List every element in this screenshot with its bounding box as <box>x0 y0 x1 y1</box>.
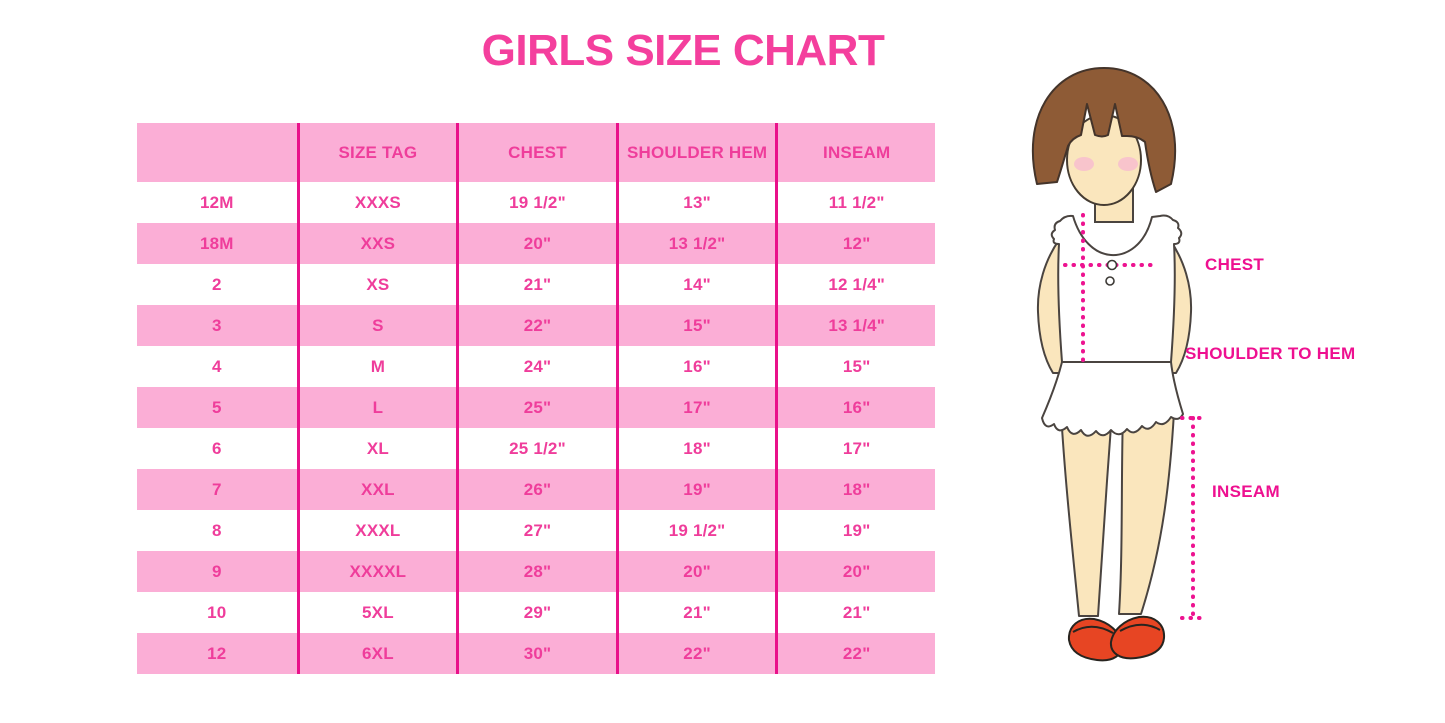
table-cell: 6XL <box>296 633 457 674</box>
girl-skirt <box>1041 361 1184 437</box>
table-cell: 21" <box>615 592 776 633</box>
table-cell: XXXXL <box>296 551 457 592</box>
girl-top-button-2 <box>1105 276 1115 286</box>
table-cell: 22" <box>615 633 776 674</box>
table-cell: 28" <box>456 551 616 592</box>
table-cell: 7 <box>211 479 222 499</box>
table-cell: S <box>296 305 457 346</box>
table-cell: XXXS <box>296 182 457 223</box>
table-cell: XS <box>296 264 457 305</box>
table-cell: 13 1/2" <box>615 223 776 264</box>
table-cell: 15" <box>775 346 935 387</box>
table-cell: 18" <box>615 428 776 469</box>
table-cell: 21" <box>775 592 935 633</box>
table-cell: 18" <box>775 469 935 510</box>
table-cell: 12" <box>775 223 935 264</box>
table-cell: 4 <box>211 356 222 376</box>
table-cell: 18M <box>199 233 234 253</box>
header-cell: SHOULDER HEM <box>615 123 776 182</box>
table-row: 18M XXS 20" 13 1/2" 12" <box>137 223 935 264</box>
size-chart-table: SIZE TAG CHEST SHOULDER HEM INSEAM 12M XXXS 19… <box>137 123 935 674</box>
table-cell: 13 1/4" <box>775 305 935 346</box>
girl-blush-left <box>1074 157 1094 171</box>
table-row: 3 S 22" 15" 13 1/4" <box>137 305 935 346</box>
table-cell: 27" <box>456 510 616 551</box>
table-cell: 26" <box>456 469 616 510</box>
header-cell: INSEAM <box>775 123 935 182</box>
table-row: 8 XXXL 27" 19 1/2" 19" <box>137 510 935 551</box>
table-cell: 19" <box>615 469 776 510</box>
table-header-row: SIZE TAG CHEST SHOULDER HEM INSEAM <box>137 123 935 182</box>
header-cell: SIZE TAG <box>296 123 457 182</box>
table-cell: 12 1/4" <box>775 264 935 305</box>
table-cell: 2 <box>211 274 222 294</box>
table-cell: 13" <box>615 182 776 223</box>
table-cell: 22" <box>775 633 935 674</box>
table-row: 5 L 25" 17" 16" <box>137 387 935 428</box>
table-cell: XXL <box>296 469 457 510</box>
table-cell: 12M <box>199 192 234 212</box>
girl-blush-right <box>1118 157 1138 171</box>
header-cell: CHEST <box>456 123 616 182</box>
table-cell: 17" <box>775 428 935 469</box>
table-cell: 19 1/2" <box>615 510 776 551</box>
table-cell: XXXL <box>296 510 457 551</box>
table-cell: XL <box>296 428 457 469</box>
table-row: 10 5XL 29" 21" 21" <box>137 592 935 633</box>
table-row: 9 XXXXL 28" 20" 20" <box>137 551 935 592</box>
table-cell: 21" <box>456 264 616 305</box>
table-cell: 10 <box>207 602 227 622</box>
table-cell: 5XL <box>296 592 457 633</box>
girl-shoes <box>1067 615 1166 662</box>
page-title: GIRLS SIZE CHART <box>481 26 885 75</box>
table-cell: 16" <box>615 346 776 387</box>
girl-legs <box>1060 411 1175 617</box>
table-cell: XXS <box>296 223 457 264</box>
table-row: 12 6XL 30" 22" 22" <box>137 633 935 674</box>
table-cell: 30" <box>456 633 616 674</box>
shoulder-to-hem-label: SHOULDER TO HEM <box>1185 344 1356 363</box>
table-cell: 15" <box>615 305 776 346</box>
girl-top <box>1050 214 1183 363</box>
table-cell: 19" <box>775 510 935 551</box>
table-row: 6 XL 25 1/2" 18" 17" <box>137 428 935 469</box>
chest-label: CHEST <box>1205 255 1265 274</box>
table-cell: 25 1/2" <box>456 428 616 469</box>
table-cell: 3 <box>211 315 222 335</box>
table-cell: 12 <box>207 643 227 663</box>
inseam-label: INSEAM <box>1212 482 1280 501</box>
table-cell: 17" <box>615 387 776 428</box>
girl-hair <box>1031 67 1177 193</box>
girl-top-button-1 <box>1106 259 1118 271</box>
table-cell: 6 <box>211 438 222 458</box>
table-cell: 24" <box>456 346 616 387</box>
table-cell: 16" <box>775 387 935 428</box>
table-row: 2 XS 21" 14" 12 1/4" <box>137 264 935 305</box>
table-cell: L <box>296 387 457 428</box>
table-cell: M <box>296 346 457 387</box>
table-cell: 20" <box>456 223 616 264</box>
table-cell: 29" <box>456 592 616 633</box>
table-cell: 20" <box>615 551 776 592</box>
header-cell <box>137 123 297 182</box>
table-cell: 19 1/2" <box>456 182 616 223</box>
table-cell: 8 <box>211 520 222 540</box>
table-row: 4 M 24" 16" 15" <box>137 346 935 387</box>
table-row: 12M XXXS 19 1/2" 13" 11 1/2" <box>137 182 935 223</box>
table-cell: 20" <box>775 551 935 592</box>
table-cell: 5 <box>211 397 222 417</box>
girl-illustration <box>1031 67 1205 662</box>
table-cell: 14" <box>615 264 776 305</box>
table-cell: 9 <box>211 561 222 581</box>
table-cell: 25" <box>456 387 616 428</box>
measurement-lines <box>1063 213 1205 620</box>
table-cell: 22" <box>456 305 616 346</box>
table-cell: 11 1/2" <box>775 182 935 223</box>
table-row: 7 XXL 26" 19" 18" <box>137 469 935 510</box>
